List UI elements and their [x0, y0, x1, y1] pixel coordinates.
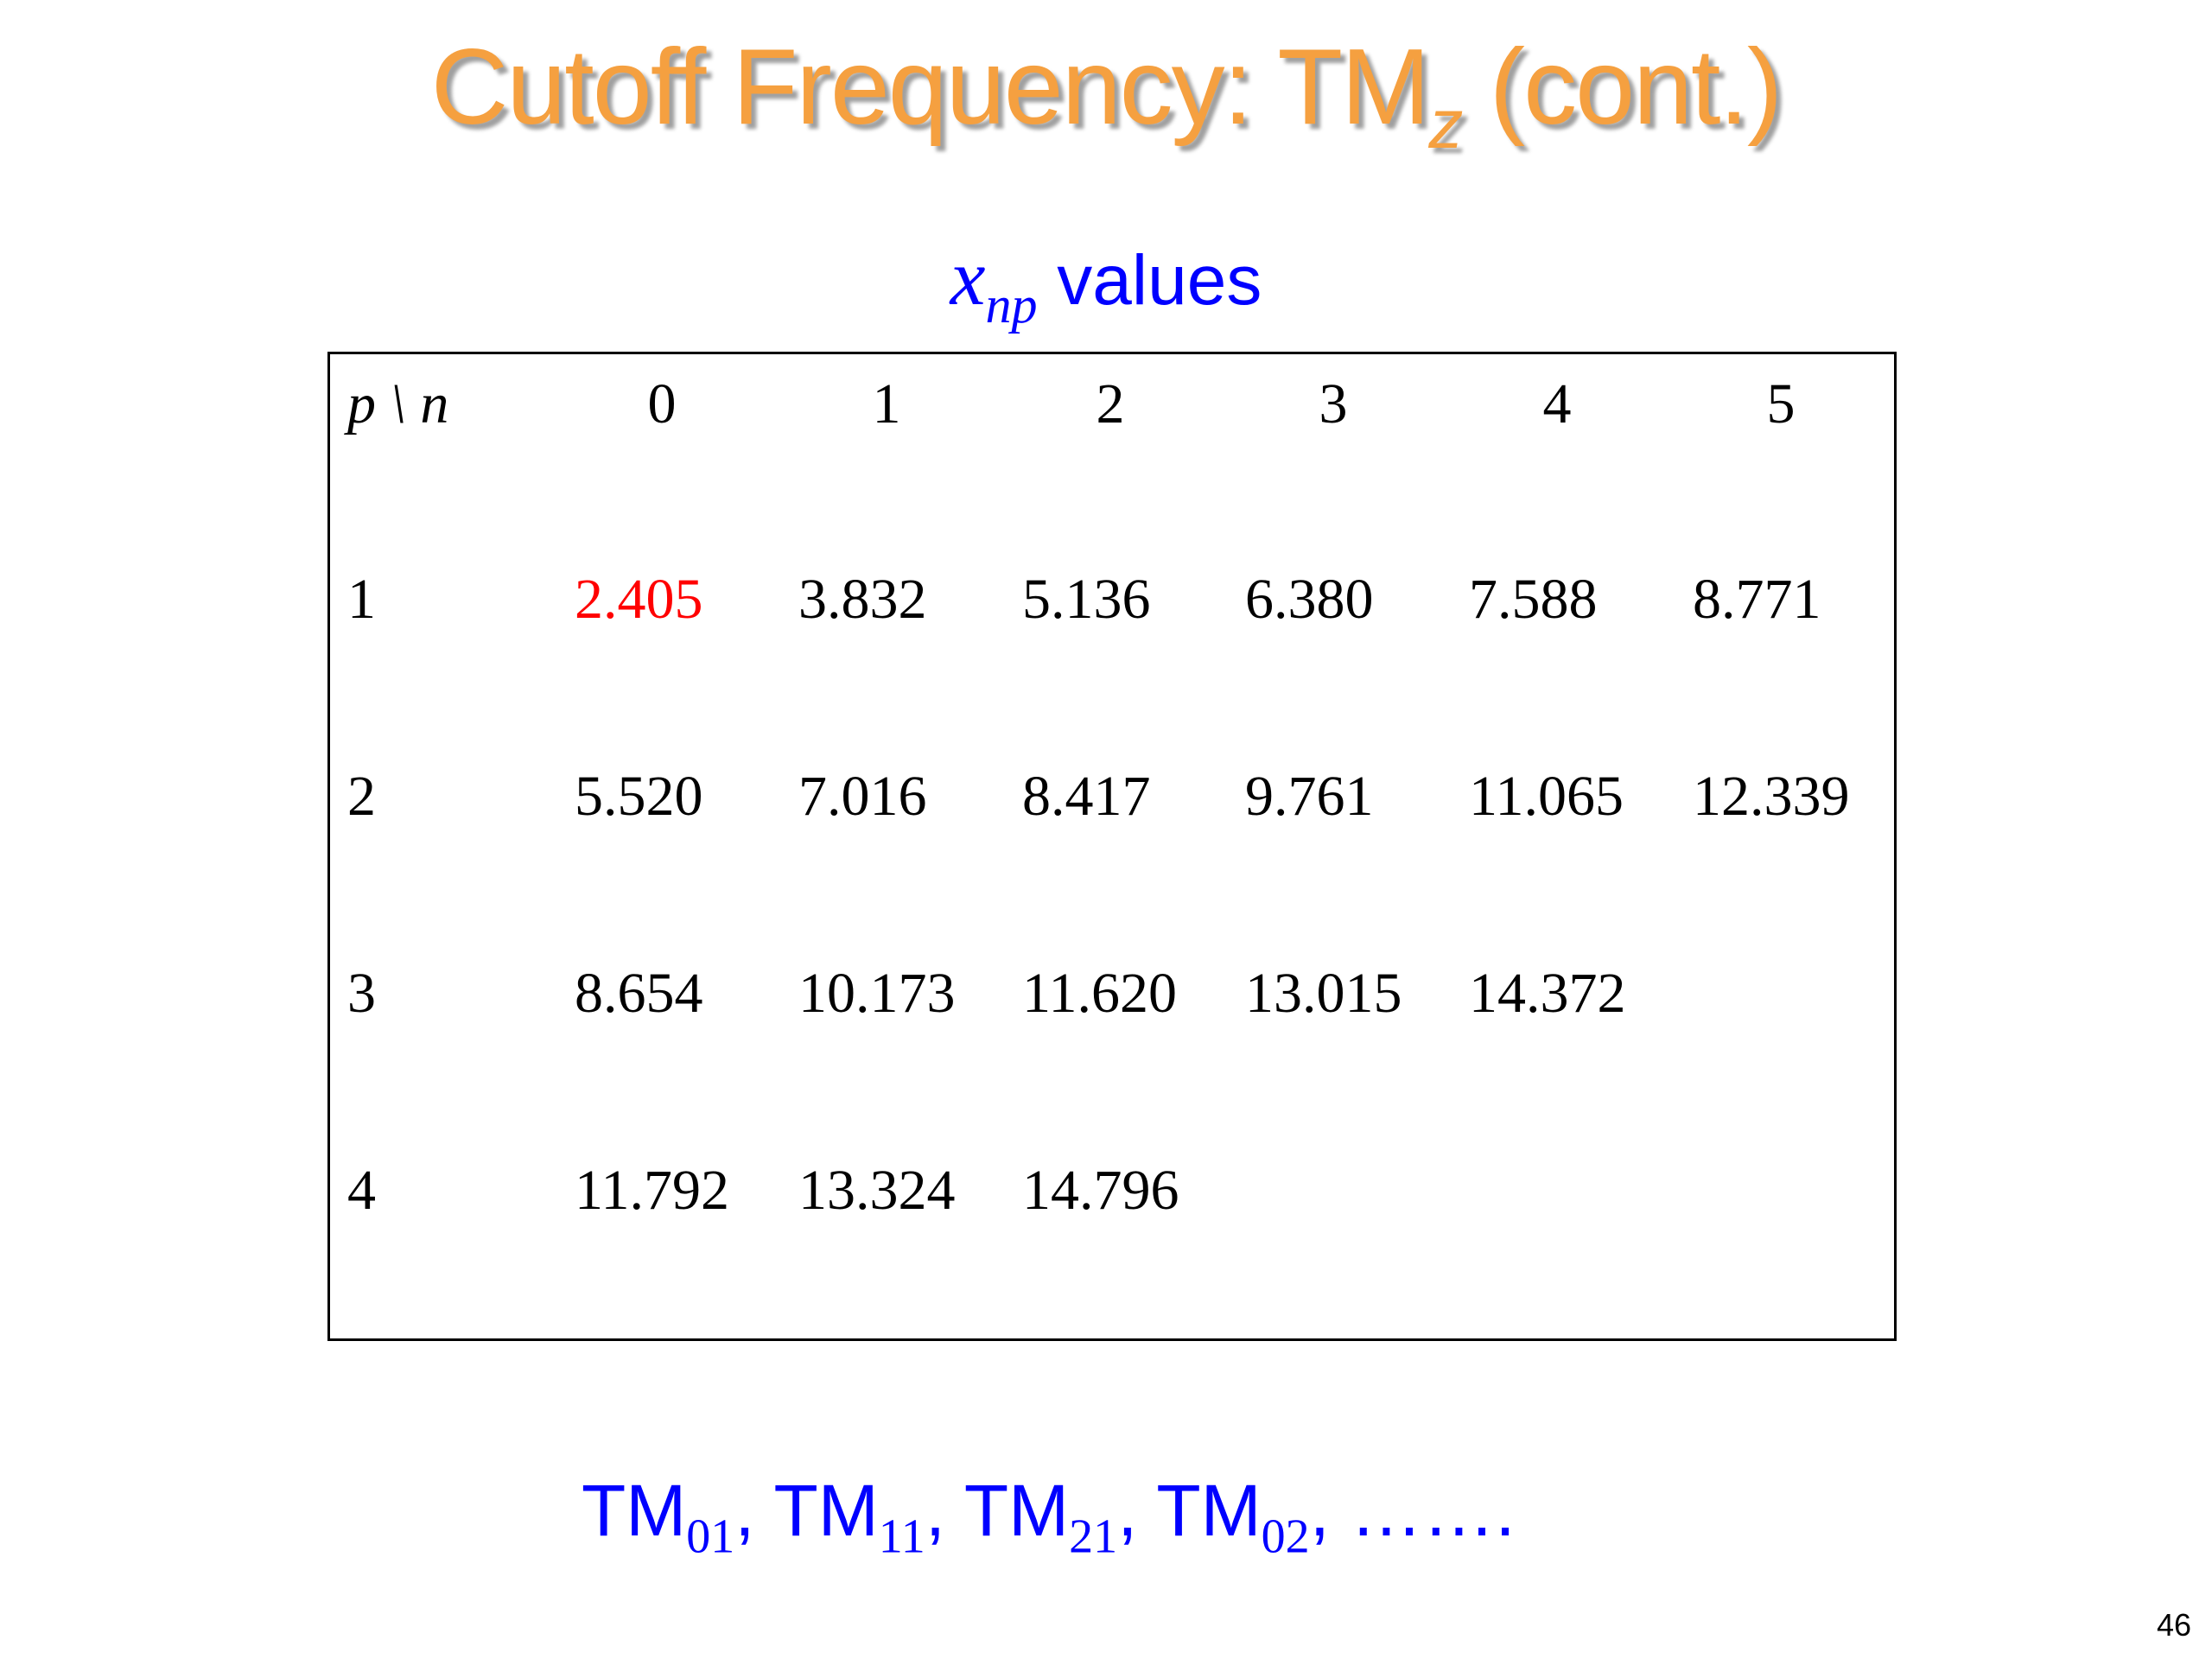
mode-subscript: 11	[878, 1510, 925, 1564]
table-cell: 11.792	[575, 1159, 730, 1222]
caption-text: values	[1037, 241, 1262, 320]
table-cell: 14.372	[1469, 962, 1626, 1025]
row-header: 1	[347, 568, 376, 631]
table-cell: 8.771	[1693, 568, 1821, 631]
table-caption: xnp values	[0, 232, 2212, 335]
table-cell: 7.588	[1469, 568, 1598, 631]
slide-title: Cutoff Frequency: TMz (cont.)	[0, 26, 2212, 164]
table-cell: 14.796	[1022, 1159, 1179, 1222]
table-cell: 5.520	[575, 765, 703, 828]
table-cell: 11.065	[1469, 765, 1624, 828]
separator: ,	[734, 1470, 774, 1551]
table-cell: 13.015	[1245, 962, 1402, 1025]
corner-header: p \ n	[347, 372, 449, 435]
table-cell: 10.173	[798, 962, 956, 1025]
table-cell: 8.417	[1022, 765, 1151, 828]
title-rest: (cont.)	[1461, 28, 1783, 147]
table-cell: 7.016	[798, 765, 927, 828]
separator: ,	[925, 1470, 964, 1551]
mode-name: TM	[963, 1470, 1070, 1551]
mode-subscript: 02	[1261, 1510, 1310, 1564]
title-main: Cutoff Frequency: TM	[430, 28, 1431, 147]
table-cell: 3.832	[798, 568, 927, 631]
row-header: 2	[347, 765, 376, 828]
table-cell: 5.136	[1022, 568, 1151, 631]
mode-subscript: 01	[686, 1510, 735, 1564]
column-header: 5	[1766, 372, 1796, 435]
mode-list: TM01, TM11, TM21, TM02, …….	[582, 1469, 1516, 1565]
title-subscript: z	[1428, 86, 1463, 162]
table-cell: 8.654	[575, 962, 703, 1025]
table-cell: 6.380	[1245, 568, 1374, 631]
table-cell: 13.324	[798, 1159, 956, 1222]
mode-name: TM	[582, 1470, 687, 1551]
table-cell: 9.761	[1245, 765, 1374, 828]
column-header: 2	[1096, 372, 1125, 435]
separator: ,	[1309, 1470, 1351, 1551]
mode-subscript: 21	[1069, 1510, 1118, 1564]
column-header: 1	[872, 372, 901, 435]
column-header: 0	[647, 372, 677, 435]
table-cell: 2.405	[575, 568, 703, 631]
row-header: 4	[347, 1159, 376, 1222]
row-header: 3	[347, 962, 376, 1025]
column-header: 3	[1319, 372, 1348, 435]
ellipsis: …….	[1350, 1470, 1516, 1551]
column-header: 4	[1542, 372, 1572, 435]
page-number: 46	[2157, 1607, 2192, 1643]
mode-name: TM	[1156, 1470, 1262, 1551]
mode-name: TM	[773, 1470, 879, 1551]
table-cell: 12.339	[1693, 765, 1850, 828]
caption-variable: x	[950, 233, 986, 321]
separator: ,	[1117, 1470, 1157, 1551]
table-cell: 11.620	[1022, 962, 1178, 1025]
table-border	[327, 352, 1897, 1341]
caption-subscript: np	[985, 276, 1038, 334]
